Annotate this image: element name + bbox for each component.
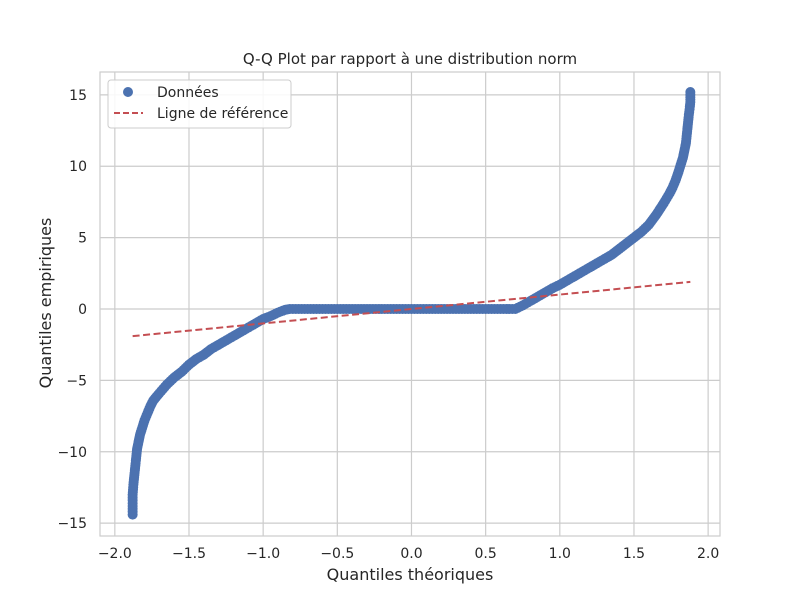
x-tick-label: 1.5	[623, 546, 645, 562]
data-point	[685, 86, 696, 97]
plot-frame	[99, 71, 721, 537]
reference-line	[132, 280, 691, 338]
legend-label-donnees: Données	[157, 85, 219, 101]
y-tick-label: 5	[78, 231, 87, 247]
legend-marker-donnees	[123, 87, 133, 97]
x-tick-label: −0.5	[320, 546, 354, 562]
legend-box	[107, 79, 292, 129]
x-tick-label: 0.0	[400, 546, 422, 562]
legend: Données Ligne de référence	[107, 79, 292, 129]
y-tick-label: 0	[78, 302, 87, 318]
x-axis-label: Quantiles théoriques	[327, 565, 494, 584]
y-tick-label: −5	[66, 373, 87, 389]
plot-series	[127, 86, 696, 520]
legend-label-reference: Ligne de référence	[157, 106, 288, 122]
x-tick-label: −1.0	[246, 546, 280, 562]
chart-title: Q-Q Plot par rapport à une distribution …	[243, 50, 577, 68]
y-tick-label: −15	[57, 516, 87, 532]
x-tick-label: 1.0	[549, 546, 571, 562]
y-tick-label: 10	[69, 159, 87, 175]
y-tick-label: −10	[57, 445, 87, 461]
tick-labels: −2.0 −1.5 −1.0 −0.5 0.0 0.5 1.0 1.5 2.0 −15 −10 −5 0…	[57, 88, 719, 562]
y-axis-label: Quantiles empiriques	[36, 218, 55, 389]
x-tick-label: 0.5	[475, 546, 497, 562]
y-tick-label: 15	[69, 88, 87, 104]
x-tick-label: 2.0	[697, 546, 719, 562]
x-tick-label: −1.5	[172, 546, 206, 562]
grid	[100, 72, 720, 536]
x-tick-label: −2.0	[98, 546, 132, 562]
